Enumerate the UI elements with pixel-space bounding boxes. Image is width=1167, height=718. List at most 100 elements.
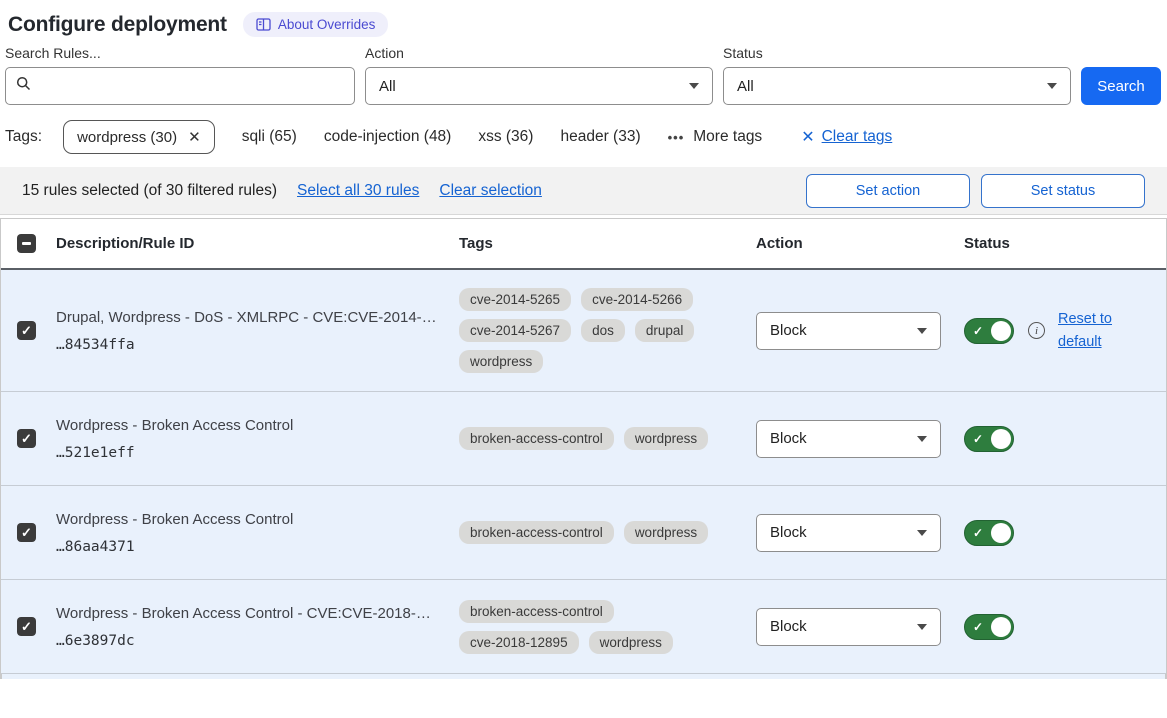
rule-tags-cell: broken-access-control wordpress <box>459 427 756 450</box>
page-title: Configure deployment <box>8 12 227 36</box>
select-all-link[interactable]: Select all 30 rules <box>297 181 420 199</box>
tag-filter-option[interactable]: header (33) <box>560 128 641 145</box>
status-toggle[interactable]: ✓ <box>964 425 1014 452</box>
chevron-down-icon <box>1047 83 1057 89</box>
set-action-button[interactable]: Set action <box>806 173 970 208</box>
column-header-description: Description/Rule ID <box>56 235 195 252</box>
row-checkbox[interactable]: ✓ <box>17 429 36 448</box>
rule-description: Wordpress - Broken Access Control <box>56 416 294 434</box>
table-row: ✓ Drupal, Wordpress - DoS - XMLRPC - CVE… <box>1 270 1166 392</box>
table-row: ✓ Wordpress - Broken Access Control - CV… <box>1 580 1166 674</box>
rule-status-cell: ✓ <box>964 519 1166 546</box>
toggle-knob <box>991 616 1011 637</box>
status-filter-label: Status <box>723 45 763 61</box>
rule-tag: drupal <box>634 319 695 342</box>
column-header-tags: Tags <box>459 235 493 252</box>
table-body: ✓ Drupal, Wordpress - DoS - XMLRPC - CVE… <box>1 270 1166 674</box>
rule-action-select[interactable]: Block <box>756 607 941 646</box>
rule-action-value: Block <box>770 618 807 635</box>
action-filter-value: All <box>379 77 396 95</box>
reset-to-default-link[interactable]: Reset to default <box>1058 311 1112 350</box>
toggle-knob <box>991 522 1011 543</box>
toggle-check-icon: ✓ <box>973 525 984 540</box>
selected-tag-label: wordpress (30) <box>77 128 178 146</box>
rule-action-select[interactable]: Block <box>756 311 941 350</box>
rule-description-cell: Wordpress - Broken Access Control …86aa4… <box>56 511 459 555</box>
toggle-knob <box>991 428 1011 449</box>
search-label: Search Rules... <box>5 45 101 61</box>
row-checkbox[interactable]: ✓ <box>17 617 36 636</box>
rule-action-select[interactable]: Block <box>756 513 941 552</box>
status-toggle[interactable]: ✓ <box>964 613 1014 640</box>
status-toggle[interactable]: ✓ <box>964 317 1014 344</box>
table-row: ✓ Wordpress - Broken Access Control …521… <box>1 392 1166 486</box>
search-input-wrapper <box>5 67 355 105</box>
about-overrides-label: About Overrides <box>277 17 376 32</box>
rule-description-cell: Drupal, Wordpress - DoS - XMLRPC - CVE:C… <box>56 309 459 353</box>
rule-tags-cell: broken-access-control cve-2018-12895 wordp… <box>459 599 756 654</box>
tags-bar: Tags: wordpress (30) ✕ sqli (65) code-inj… <box>0 105 1167 167</box>
remove-tag-icon[interactable]: ✕ <box>188 129 201 146</box>
rule-description: Wordpress - Broken Access Control <box>56 510 294 528</box>
select-all-checkbox[interactable] <box>17 234 36 253</box>
filter-row: Search Rules... Action All Status All Se… <box>0 43 1167 105</box>
search-button[interactable]: Search <box>1081 67 1161 105</box>
rule-tag: cve-2014-5266 <box>581 288 694 311</box>
tags-label: Tags: <box>5 128 43 145</box>
tag-filter-option[interactable]: code-injection (48) <box>323 128 452 145</box>
info-icon[interactable]: i <box>1028 322 1045 339</box>
toggle-check-icon: ✓ <box>973 431 984 446</box>
rule-description-cell: Wordpress - Broken Access Control - CVE:… <box>56 605 459 649</box>
set-status-button[interactable]: Set status <box>981 173 1145 208</box>
row-checkbox[interactable]: ✓ <box>17 321 36 340</box>
rule-tag: cve-2014-5267 <box>459 319 572 342</box>
rule-tag: broken-access-control <box>459 521 614 544</box>
clear-tags-label: Clear tags <box>821 128 893 145</box>
column-header-status: Status <box>964 235 1010 252</box>
rule-tag: cve-2014-5265 <box>459 288 572 311</box>
next-row-partial <box>1 674 1166 679</box>
column-header-action: Action <box>756 235 803 252</box>
rules-table: Description/Rule ID Tags Action Status ✓… <box>0 218 1167 679</box>
rule-action-value: Block <box>770 322 807 339</box>
ellipsis-icon: ••• <box>667 129 685 145</box>
toggle-knob <box>991 320 1011 341</box>
rule-description: Wordpress - Broken Access Control - CVE:… <box>56 604 431 622</box>
selected-tag-chip[interactable]: wordpress (30) ✕ <box>63 120 215 154</box>
rule-action-cell: Block <box>756 311 964 350</box>
rule-action-cell: Block <box>756 419 964 458</box>
search-input[interactable] <box>39 76 344 96</box>
tag-filter-option[interactable]: xss (36) <box>478 128 534 145</box>
clear-tags-link[interactable]: ✕ Clear tags <box>801 127 892 147</box>
tag-filter-option[interactable]: sqli (65) <box>241 128 297 145</box>
rule-tag: wordpress <box>588 630 673 654</box>
rule-action-cell: Block <box>756 513 964 552</box>
clear-icon: ✕ <box>801 129 815 146</box>
action-filter-select[interactable]: All <box>365 67 713 105</box>
status-toggle[interactable]: ✓ <box>964 519 1014 546</box>
rule-tag: broken-access-control <box>459 599 614 623</box>
rule-id: …6e3897dc <box>56 632 135 649</box>
rule-tag: wordpress <box>623 521 709 544</box>
toggle-check-icon: ✓ <box>973 619 984 634</box>
page-header: Configure deployment About Overrides <box>0 0 1167 43</box>
more-tags-button[interactable]: ••• More tags <box>668 128 763 146</box>
rule-tags-cell: cve-2014-5265 cve-2014-5266 cve-2014-5267 d… <box>459 288 756 373</box>
rule-action-select[interactable]: Block <box>756 419 941 458</box>
row-checkbox[interactable]: ✓ <box>17 523 36 542</box>
rule-tags-cell: broken-access-control wordpress <box>459 521 756 544</box>
rule-description-cell: Wordpress - Broken Access Control …521e1… <box>56 417 459 461</box>
about-overrides-badge[interactable]: About Overrides <box>242 12 389 37</box>
chevron-down-icon <box>917 435 927 442</box>
chevron-down-icon <box>917 623 927 630</box>
rule-status-cell: ✓ i Reset to default <box>964 308 1166 353</box>
rule-action-value: Block <box>770 524 807 541</box>
selection-summary: 15 rules selected (of 30 filtered rules) <box>22 181 278 199</box>
status-filter-select[interactable]: All <box>723 67 1071 105</box>
rule-tag: wordpress <box>623 427 709 450</box>
clear-selection-link[interactable]: Clear selection <box>439 181 542 199</box>
rule-tag: wordpress <box>459 350 544 373</box>
rule-tag: broken-access-control <box>459 427 614 450</box>
rule-id: …521e1eff <box>56 444 135 461</box>
bulk-action-buttons: Set action Set status <box>806 173 1145 208</box>
